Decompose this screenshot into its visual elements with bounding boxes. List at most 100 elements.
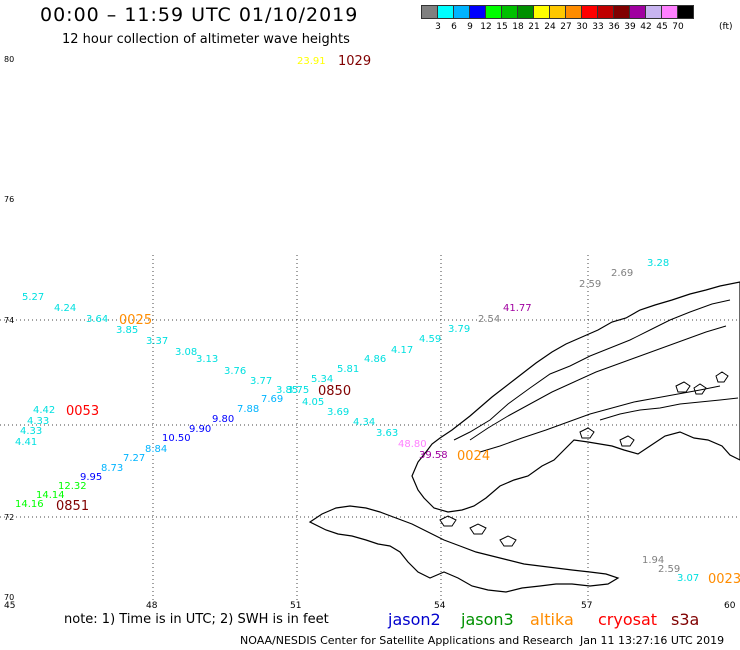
wave-height-label: 9.80 bbox=[212, 414, 234, 425]
pass-time-label: 0025 bbox=[119, 313, 152, 328]
wave-height-label: 8.73 bbox=[101, 463, 123, 474]
wave-height-label: 4.24 bbox=[54, 303, 76, 314]
legend-label: 18 bbox=[512, 22, 524, 32]
wave-height-label: 10.50 bbox=[162, 433, 191, 444]
latitude-label: 76 bbox=[4, 195, 14, 204]
legend-label: 12 bbox=[480, 22, 492, 32]
wave-height-label: 1.94 bbox=[642, 555, 664, 566]
legend-label: 27 bbox=[560, 22, 572, 32]
wave-height-label: 5.34 bbox=[311, 374, 333, 385]
longitude-label: 60 bbox=[724, 601, 736, 611]
legend-label: 70 bbox=[672, 22, 684, 32]
disko-island bbox=[308, 505, 620, 593]
wave-height-label: 3.85 bbox=[276, 385, 298, 396]
latitude-label: 70 bbox=[4, 593, 14, 602]
wave-height-label: 4.59 bbox=[419, 334, 441, 345]
legend-swatch bbox=[677, 5, 694, 19]
satellite-name: cryosat bbox=[598, 610, 658, 629]
wave-height-label: 4.42 bbox=[33, 405, 55, 416]
legend-label: 42 bbox=[640, 22, 652, 32]
wave-height-label: 4.41 bbox=[15, 437, 37, 448]
wave-height-label: 3.75 bbox=[287, 385, 309, 396]
wave-height-label: 3.07 bbox=[677, 573, 699, 584]
wave-height-label: 2.59 bbox=[658, 564, 680, 575]
wave-height-label: 3.69 bbox=[327, 407, 349, 418]
wave-height-label: 3.77 bbox=[250, 376, 272, 387]
wave-height-label: 4.33 bbox=[27, 416, 49, 427]
legend-label: 36 bbox=[608, 22, 620, 32]
wave-height-label: 12.32 bbox=[58, 481, 87, 492]
wave-height-label: 9.95 bbox=[80, 472, 102, 483]
wave-height-label: 3.28 bbox=[647, 258, 669, 269]
wave-height-label: 3.37 bbox=[146, 336, 168, 347]
longitude-label: 54 bbox=[434, 601, 446, 611]
generated-time: Jan 11 13:27:16 UTC 2019 bbox=[580, 634, 725, 647]
satellite-name: altika bbox=[530, 610, 574, 629]
wave-height-label: 2.59 bbox=[579, 279, 601, 290]
latitude-label: 74 bbox=[4, 316, 14, 325]
legend-unit: (ft) bbox=[719, 22, 733, 32]
legend-label: 33 bbox=[592, 22, 604, 32]
satellite-name: jason2 bbox=[388, 610, 441, 629]
pass-time-label: 0023 bbox=[708, 572, 740, 587]
pass-time-label: 1029 bbox=[338, 54, 371, 69]
legend-label: 39 bbox=[624, 22, 636, 32]
wave-height-labels: 23.91 5.27 4.24 3.64 3.85 3.37 3.083.13 3.76 3.7… bbox=[15, 54, 740, 587]
page-title: 00:00 – 11:59 UTC 01/10/2019 bbox=[40, 4, 359, 26]
coast-inlet-4 bbox=[599, 397, 739, 421]
wave-height-label: 48.80 bbox=[398, 439, 427, 450]
legend-label: 3 bbox=[435, 22, 441, 32]
longitude-label: 48 bbox=[146, 601, 158, 611]
wave-height-label: 3.64 bbox=[86, 314, 108, 325]
wave-height-label: 4.33 bbox=[20, 426, 42, 437]
coast-islands bbox=[439, 371, 729, 547]
legend-label: 30 bbox=[576, 22, 588, 32]
wave-height-label: 2.69 bbox=[611, 268, 633, 279]
legend-label: 21 bbox=[528, 22, 540, 32]
coast-inlet-1 bbox=[453, 299, 731, 441]
legend-labels: 3 6 9 12 15 18 21 24 27 30 33 36 39 42 45 70 bbox=[421, 22, 731, 34]
coast-inlet-3 bbox=[479, 385, 721, 453]
legend-label: 24 bbox=[544, 22, 556, 32]
pass-time-label: 0850 bbox=[318, 384, 351, 399]
longitude-label: 57 bbox=[581, 601, 592, 611]
wave-height-label: 41.77 bbox=[503, 303, 532, 314]
wave-height-label: 3.79 bbox=[448, 324, 470, 335]
satellite-name: s3a bbox=[671, 610, 700, 629]
wave-height-label: 7.88 bbox=[237, 404, 259, 415]
wave-height-label: 5.27 bbox=[22, 292, 44, 303]
wave-height-label: 14.14 bbox=[36, 490, 65, 501]
wave-height-label: 7.27 bbox=[123, 453, 145, 464]
wave-height-label: 7.69 bbox=[261, 394, 283, 405]
pass-time-label: 0053 bbox=[66, 404, 99, 419]
wave-height-label: 5.81 bbox=[337, 364, 359, 375]
legend-label: 6 bbox=[451, 22, 457, 32]
legend-label: 15 bbox=[496, 22, 508, 32]
wave-height-label: 2.54 bbox=[478, 314, 500, 325]
pass-time-label: 0851 bbox=[56, 499, 89, 514]
wave-height-label: 23.91 bbox=[297, 56, 326, 67]
wave-height-label: 9.90 bbox=[189, 424, 211, 435]
satellite-name: jason3 bbox=[461, 610, 514, 629]
legend-label: 45 bbox=[656, 22, 668, 32]
longitude-label: 45 bbox=[4, 601, 15, 611]
wave-height-label: 3.76 bbox=[224, 366, 246, 377]
pass-time-label: 0024 bbox=[457, 449, 490, 464]
coastline bbox=[308, 281, 740, 593]
wave-height-label: 3.13 bbox=[196, 354, 218, 365]
latitude-label: 72 bbox=[4, 513, 14, 522]
legend-label: 9 bbox=[467, 22, 473, 32]
wave-height-label: 3.08 bbox=[175, 347, 197, 358]
greenland-coast bbox=[411, 281, 740, 513]
wave-height-label: 3.63 bbox=[376, 428, 398, 439]
wave-height-label: 4.86 bbox=[364, 354, 386, 365]
credit-text: NOAA/NESDIS Center for Satellite Applica… bbox=[240, 634, 574, 647]
page-subtitle: 12 hour collection of altimeter wave hei… bbox=[62, 32, 350, 47]
coast-inlet-2 bbox=[469, 325, 727, 441]
latitude-label: 80 bbox=[4, 55, 14, 64]
wave-height-label: 3.85 bbox=[116, 325, 138, 336]
units-note: note: 1) Time is in UTC; 2) SWH is in fe… bbox=[64, 612, 329, 627]
wave-height-label: 39.58 bbox=[419, 450, 448, 461]
